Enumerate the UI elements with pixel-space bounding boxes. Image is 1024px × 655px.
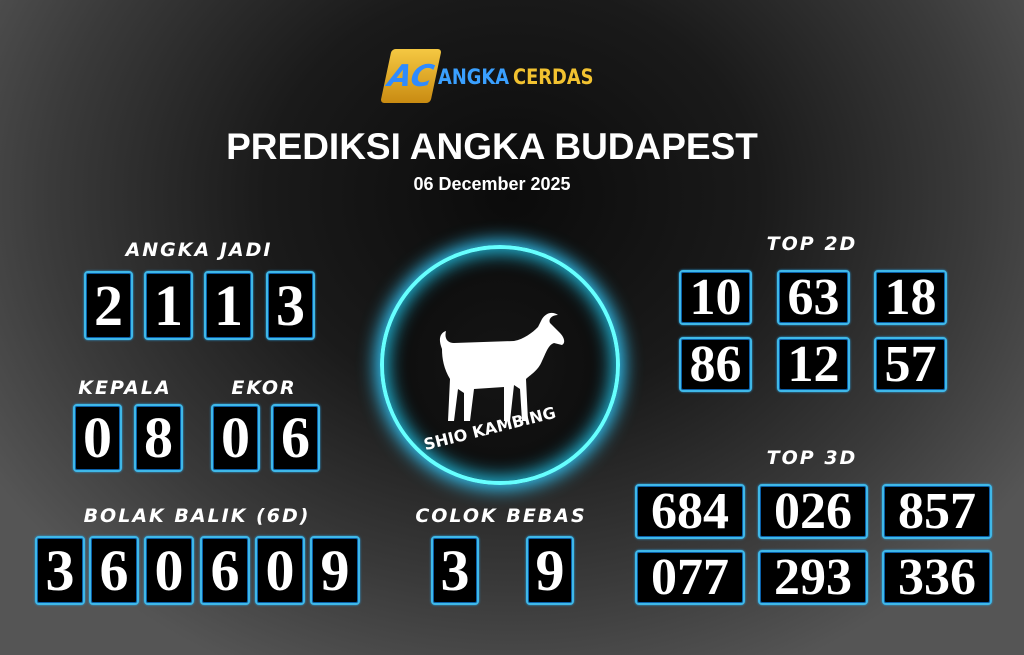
top2d-value: 63 (777, 270, 850, 325)
ekor-label: EKOR (231, 377, 297, 399)
top2d-value: 12 (777, 337, 850, 392)
angka-jadi-label: ANGKA JADI (125, 239, 273, 261)
angka-jadi-digit: 3 (266, 271, 315, 340)
ekor-digit: 0 (211, 404, 260, 472)
bolak-balik-digit: 0 (255, 536, 305, 605)
top2d-value: 18 (874, 270, 947, 325)
top3d-value: 857 (882, 484, 992, 539)
kepala-label: KEPALA (78, 377, 172, 399)
top2d-value: 57 (874, 337, 947, 392)
colok-bebas-label: COLOK BEBAS (415, 505, 587, 527)
goat-icon (439, 312, 565, 421)
kepala-digit: 8 (134, 404, 183, 472)
logo-emblem: AC (380, 49, 442, 103)
page-title: PREDIKSI ANGKA BUDAPEST (226, 126, 758, 167)
ekor-digit: 6 (271, 404, 320, 472)
angka-jadi-digit: 2 (84, 271, 133, 340)
logo-text-cerdas: CERDAS (513, 65, 594, 89)
bolak-balik-digit: 0 (144, 536, 194, 605)
top2d-value: 10 (679, 270, 752, 325)
bolak-balik-digit: 3 (35, 536, 85, 605)
kepala-digit: 0 (73, 404, 122, 472)
top2d-value: 86 (679, 337, 752, 392)
logo-text-angka: ANGKA (438, 65, 510, 89)
colok-bebas-digit: 3 (431, 536, 479, 605)
bolak-balik-digit: 9 (310, 536, 360, 605)
angka-jadi-digit: 1 (204, 271, 253, 340)
top3d-value: 077 (635, 550, 745, 605)
top3d-label: TOP 3D (766, 447, 858, 469)
bolak-balik-digit: 6 (89, 536, 139, 605)
date: 06 December 2025 (413, 174, 571, 194)
colok-bebas-digit: 9 (526, 536, 574, 605)
logo: AC ANGKA CERDAS (378, 45, 608, 107)
top2d-label: TOP 2D (766, 233, 858, 255)
top3d-value: 684 (635, 484, 745, 539)
shio-circle: SHIO KAMBING (380, 245, 620, 485)
top3d-value: 293 (758, 550, 868, 605)
bolak-balik-digit: 6 (200, 536, 250, 605)
angka-jadi-digit: 1 (144, 271, 193, 340)
top3d-value: 026 (758, 484, 868, 539)
top3d-value: 336 (882, 550, 992, 605)
bolak-balik-label: BOLAK BALIK (6D) (83, 505, 311, 527)
